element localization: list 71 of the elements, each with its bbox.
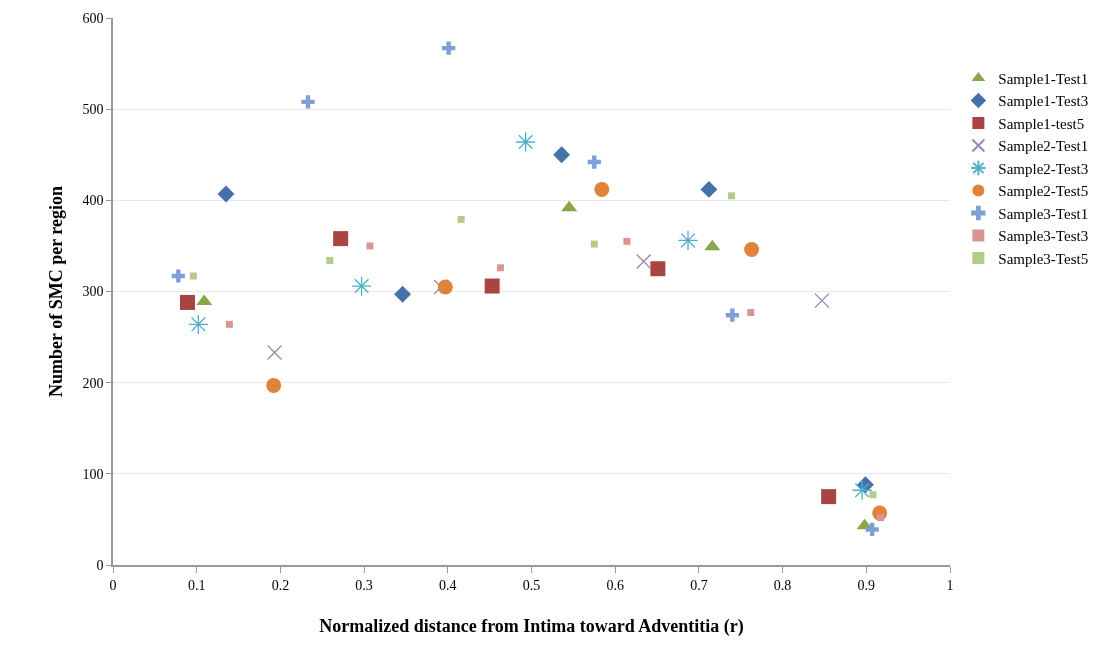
legend-label: Sample2-Test1 [998,138,1089,155]
legend-label: Sample3-Test3 [998,228,1089,245]
x-tick-label: 0.2 [271,577,290,593]
point [623,237,631,245]
point [561,200,578,212]
point [650,261,666,277]
point [594,181,610,197]
point [457,215,465,223]
x-axis-title: Normalized distance from Intima toward Adventitia (r) [319,616,744,638]
point [851,479,873,501]
x-tick-label: 0.8 [773,577,792,593]
point [351,275,372,297]
point [188,314,209,335]
y-tick-label: 100 [82,466,104,482]
y-axis-title: Number of SMC per region [46,186,67,397]
point [747,308,755,316]
point [225,320,233,328]
y-tick-label: 300 [82,284,104,300]
point [725,308,739,322]
y-tick-label: 600 [82,10,104,26]
point [171,269,185,283]
point [217,185,235,203]
point [196,294,213,306]
y-tick-label: 400 [82,193,104,209]
x-tick-label: 0.9 [857,577,876,593]
legend-label: Sample1-Test3 [998,93,1089,110]
point [869,491,877,499]
x-tick-label: 0.6 [606,577,624,593]
legend-label: Sample3-Test1 [998,205,1089,222]
point [553,146,571,164]
point [700,180,718,198]
y-tick-label: 500 [82,102,104,118]
point [587,155,601,169]
point [877,514,885,522]
x-tick-label: 1 [946,577,954,593]
y-tick-label: 0 [96,557,104,573]
point [266,344,283,361]
x-tick-label: 0.5 [522,577,541,593]
legend-label: Sample2-Test3 [998,160,1089,177]
point [728,192,736,200]
legend-label: Sample2-Test5 [998,183,1089,200]
point [333,231,349,247]
point [865,522,879,537]
point [189,272,197,280]
x-tick-label: 0.4 [439,577,457,593]
point [515,131,536,153]
point [394,285,412,303]
point [437,279,453,295]
x-tick-label: 0 [109,577,117,593]
point [677,230,699,251]
x-tick-label: 0.1 [187,577,206,593]
y-tick-label: 200 [82,375,104,391]
point [497,264,505,272]
legend-label: Sample1-test5 [998,115,1085,132]
point [704,239,721,251]
point [484,278,500,294]
point [814,292,830,309]
legend-label: Sample3-Test5 [998,250,1089,267]
point [366,242,374,250]
point [590,240,598,248]
x-tick-label: 0.3 [355,577,373,593]
point [744,242,760,258]
point [301,95,315,109]
point [442,41,456,55]
x-tick-label: 0.7 [690,577,708,593]
point [179,294,195,310]
point [636,253,652,270]
point [266,377,282,393]
point [821,489,837,505]
legend-label: Sample1-Test1 [998,70,1089,87]
point [326,257,334,264]
